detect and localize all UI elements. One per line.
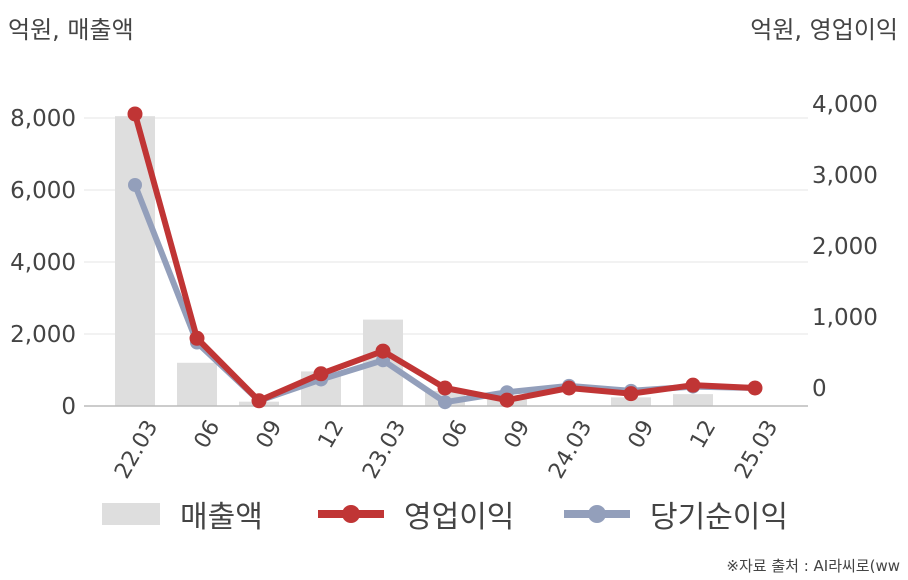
x-tick-label: 06	[190, 416, 226, 453]
left-y-tick-label: 8,000	[10, 106, 76, 132]
right-y-ticks: 0 1,000 2,000 3,000 4,000	[812, 92, 878, 402]
net-income-point	[438, 395, 452, 410]
operating-profit-point	[437, 380, 453, 396]
legend-item-revenue: 매출액	[102, 492, 263, 536]
x-tick-label: 12	[314, 416, 350, 453]
legend-bar-swatch	[102, 503, 160, 525]
x-tick-label: 09	[252, 416, 288, 453]
source-note: ※자료 출처 : AI라씨로(ww	[726, 557, 900, 575]
x-tick-label: 06	[438, 416, 474, 453]
left-y-tick-label: 4,000	[10, 250, 76, 276]
legend-red-line-swatch	[318, 503, 384, 525]
legend-label-operating-profit: 영업이익	[404, 500, 515, 535]
x-tick-label: 12	[686, 416, 722, 453]
legend-item-net-income: 당기순이익	[564, 492, 788, 536]
left-axis-unit: 억원, 매출액	[8, 16, 134, 44]
left-y-tick-label: 2,000	[10, 322, 76, 348]
operating-profit-point	[127, 106, 143, 122]
gridlines	[84, 117, 808, 335]
right-y-tick-label: 2,000	[812, 234, 878, 260]
operating-profit-line	[132, 110, 758, 404]
profit-lines	[127, 106, 763, 410]
legend-label-revenue: 매출액	[180, 500, 263, 535]
right-y-tick-label: 1,000	[812, 305, 878, 331]
operating-profit-point	[685, 377, 701, 393]
x-tick-label: 24.03	[544, 416, 597, 483]
combo-chart: 0 2,000 4,000 6,000 8,000 0 1,000 2,000 3,000 4,…	[10, 92, 878, 483]
operating-profit-point	[251, 393, 267, 409]
left-y-ticks: 0 2,000 4,000 6,000 8,000	[10, 106, 76, 420]
legend-item-operating-profit: 영업이익	[318, 492, 514, 536]
net-income-point	[128, 177, 142, 192]
operating-profit-point	[375, 343, 391, 359]
revenue-bar	[611, 397, 651, 406]
x-ticks: 22.03 06 09 12 23.03 06 09 24.03 09 12 25.03	[110, 416, 783, 483]
x-tick-label: 23.03	[358, 416, 411, 483]
right-y-tick-label: 0	[812, 376, 827, 402]
x-tick-label: 09	[500, 416, 536, 453]
x-tick-label: 22.03	[110, 416, 163, 483]
left-y-tick-label: 6,000	[10, 178, 76, 204]
operating-profit-point	[561, 380, 577, 396]
operating-profit-point	[623, 386, 639, 402]
x-tick-label: 25.03	[730, 416, 783, 483]
revenue-bar	[177, 362, 217, 406]
right-y-tick-label: 3,000	[812, 163, 878, 189]
right-axis-unit: 억원, 영업이익	[750, 16, 898, 44]
legend-blue-line-swatch	[564, 503, 630, 525]
operating-profit-point	[499, 392, 515, 408]
operating-profit-point	[189, 330, 205, 346]
operating-profit-point	[313, 366, 329, 382]
operating-profit-point	[747, 380, 763, 396]
right-y-tick-label: 4,000	[812, 92, 878, 118]
revenue-bars	[115, 116, 713, 406]
left-y-tick-label: 0	[61, 394, 76, 420]
x-tick-label: 09	[624, 416, 660, 453]
revenue-bar	[673, 394, 713, 406]
legend-label-net-income: 당기순이익	[650, 500, 788, 535]
legend: 매출액 영업이익 당기순이익	[0, 492, 908, 536]
